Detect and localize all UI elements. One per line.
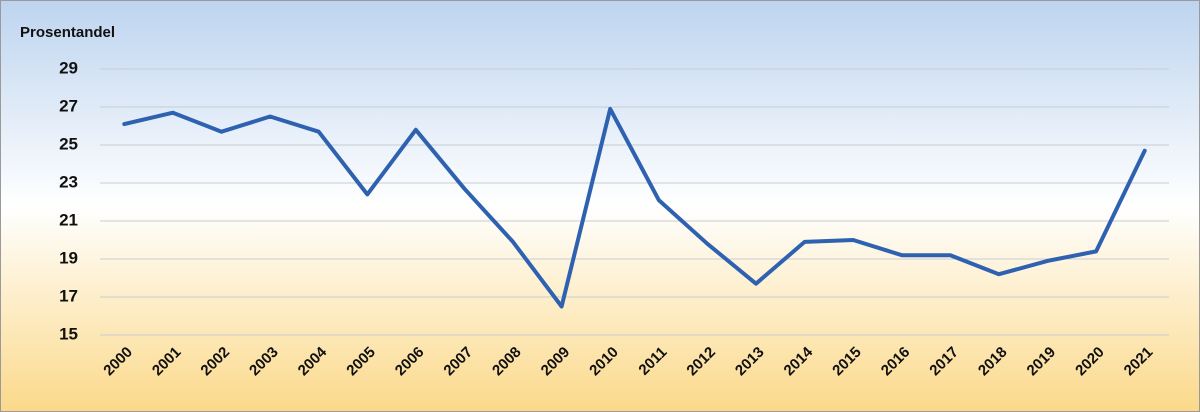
y-tick-label: 19 <box>59 248 78 267</box>
y-tick-label: 15 <box>59 324 78 343</box>
data-line <box>122 106 1147 309</box>
y-tick-label: 29 <box>59 58 78 77</box>
y-tick-label: 17 <box>59 286 78 305</box>
y-axis-title: Prosentandel <box>20 24 115 41</box>
y-tick-label: 27 <box>59 96 78 115</box>
y-tick-label: 21 <box>59 210 78 229</box>
y-tick-label: 23 <box>59 172 78 191</box>
y-tick-label: 25 <box>59 134 78 153</box>
